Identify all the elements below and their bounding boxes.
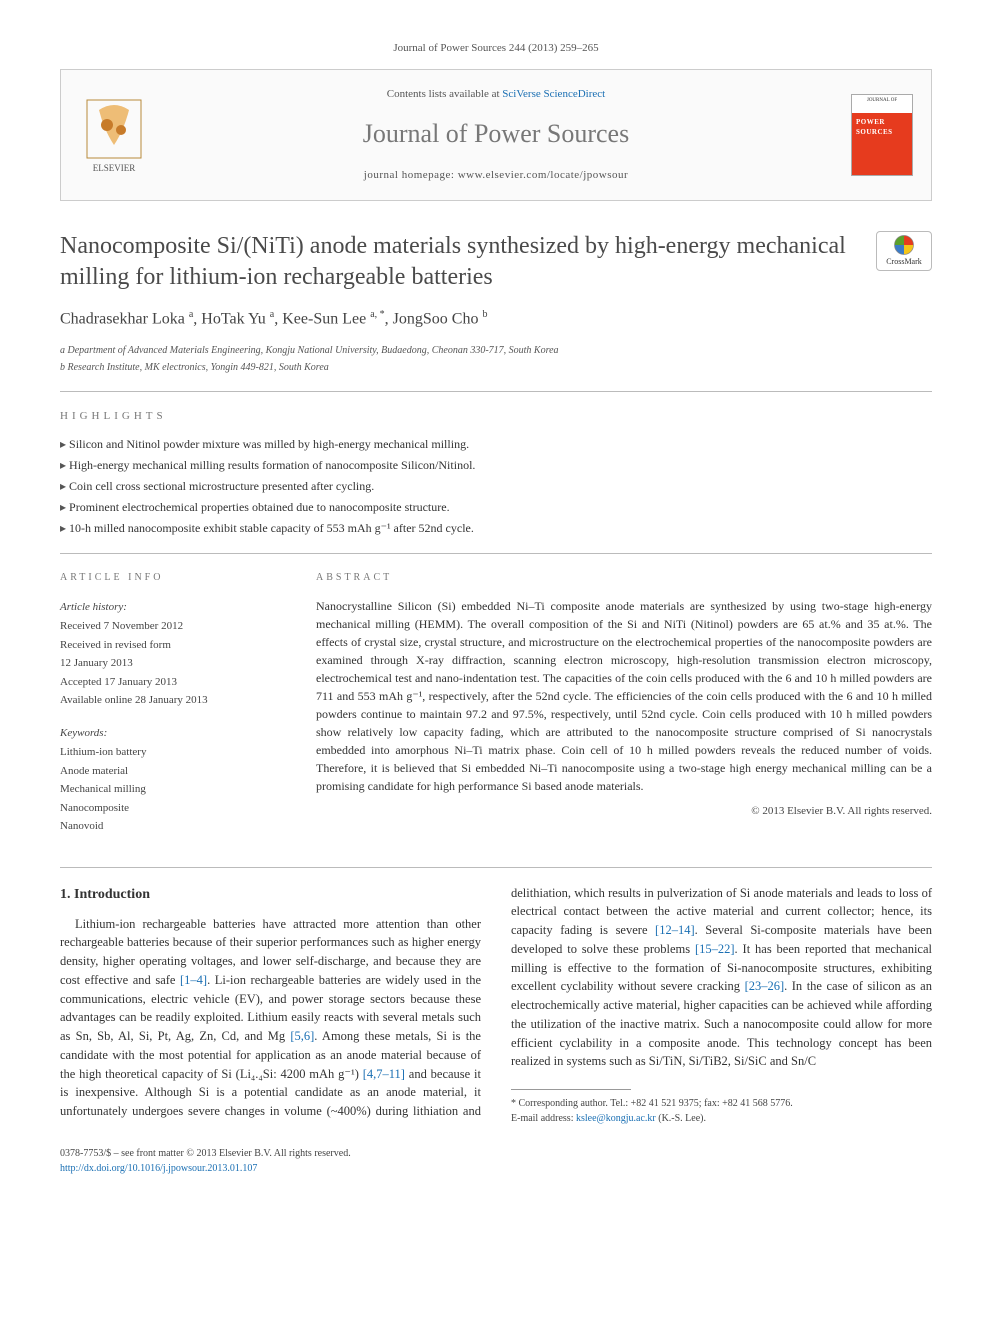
crossmark-label: CrossMark xyxy=(886,256,922,268)
highlights-list: Silicon and Nitinol powder mixture was m… xyxy=(60,435,932,537)
highlights-label: HIGHLIGHTS xyxy=(60,408,932,425)
crossmark-badge[interactable]: CrossMark xyxy=(876,231,932,271)
article-info-label: ARTICLE INFO xyxy=(60,570,280,585)
footnote-separator xyxy=(511,1089,631,1090)
keyword: Lithium-ion battery xyxy=(60,744,280,761)
history-line: Received in revised form xyxy=(60,637,280,654)
section-heading-intro: 1. Introduction xyxy=(60,884,481,905)
article-history-label: Article history: xyxy=(60,599,280,616)
abstract-copyright: © 2013 Elsevier B.V. All rights reserved… xyxy=(316,803,932,820)
abstract-column: ABSTRACT Nanocrystalline Silicon (Si) em… xyxy=(316,570,932,851)
elsevier-logo: ELSEVIER xyxy=(79,95,149,175)
body-two-column: 1. Introduction Lithium-ion rechargeable… xyxy=(60,884,932,1127)
highlight-item: 10-h milled nanocomposite exhibit stable… xyxy=(60,519,932,537)
citation-link[interactable]: [4,7–11] xyxy=(363,1067,405,1081)
keyword: Mechanical milling xyxy=(60,781,280,798)
homepage-url[interactable]: www.elsevier.com/locate/jpowsour xyxy=(458,169,628,181)
separator xyxy=(60,867,932,868)
corresponding-author-footnote: * Corresponding author. Tel.: +82 41 521… xyxy=(511,1096,932,1126)
abstract-text: Nanocrystalline Silicon (Si) embedded Ni… xyxy=(316,597,932,795)
authors-line: Chadrasekhar Loka a, HoTak Yu a, Kee-Sun… xyxy=(60,307,932,331)
highlight-item: Coin cell cross sectional microstructure… xyxy=(60,477,932,495)
article-info-column: ARTICLE INFO Article history: Received 7… xyxy=(60,570,280,851)
page-footer: 0378-7753/$ – see front matter © 2013 El… xyxy=(60,1146,932,1176)
journal-header: ELSEVIER JOURNAL OF POWER SOURCES Conten… xyxy=(60,69,932,201)
history-line: Available online 28 January 2013 xyxy=(60,692,280,709)
citation-link[interactable]: [15–22] xyxy=(695,942,735,956)
abstract-label: ABSTRACT xyxy=(316,570,932,585)
keyword: Anode material xyxy=(60,763,280,780)
contents-available-line: Contents lists available at SciVerse Sci… xyxy=(81,86,911,103)
history-line: 12 January 2013 xyxy=(60,655,280,672)
cover-title-text: POWER SOURCES xyxy=(852,113,912,142)
journal-name: Journal of Power Sources xyxy=(81,114,911,153)
sciencedirect-link[interactable]: SciVerse ScienceDirect xyxy=(502,88,605,100)
journal-homepage-line: journal homepage: www.elsevier.com/locat… xyxy=(81,167,911,184)
highlight-item: High-energy mechanical milling results f… xyxy=(60,456,932,474)
separator xyxy=(60,553,932,554)
citation-link[interactable]: [12–14] xyxy=(655,923,695,937)
separator xyxy=(60,391,932,392)
affiliation: a Department of Advanced Materials Engin… xyxy=(60,343,932,358)
article-title: Nanocomposite Si/(NiTi) anode materials … xyxy=(60,231,858,293)
issn-line: 0378-7753/$ – see front matter © 2013 El… xyxy=(60,1146,351,1161)
citation-link[interactable]: [1–4] xyxy=(180,973,207,987)
keyword: Nanocomposite xyxy=(60,800,280,817)
cover-top-text: JOURNAL OF xyxy=(852,95,912,113)
citation-link[interactable]: [23–26] xyxy=(745,979,785,993)
keywords-label: Keywords: xyxy=(60,725,280,742)
highlight-item: Silicon and Nitinol powder mixture was m… xyxy=(60,435,932,453)
highlight-item: Prominent electrochemical properties obt… xyxy=(60,498,932,516)
history-line: Received 7 November 2012 xyxy=(60,618,280,635)
doi-link[interactable]: http://dx.doi.org/10.1016/j.jpowsour.201… xyxy=(60,1163,257,1174)
citation-link[interactable]: [5,6] xyxy=(290,1029,314,1043)
keyword: Nanovoid xyxy=(60,818,280,835)
svg-text:ELSEVIER: ELSEVIER xyxy=(93,163,136,173)
history-line: Accepted 17 January 2013 xyxy=(60,674,280,691)
affiliation: b Research Institute, MK electronics, Yo… xyxy=(60,360,932,375)
journal-cover-thumbnail: JOURNAL OF POWER SOURCES xyxy=(851,94,913,176)
journal-reference: Journal of Power Sources 244 (2013) 259–… xyxy=(60,40,932,57)
intro-paragraph-1: Lithium-ion rechargeable batteries have … xyxy=(60,884,932,1127)
crossmark-icon xyxy=(893,234,915,256)
email-link[interactable]: kslee@kongju.ac.kr xyxy=(576,1113,656,1124)
